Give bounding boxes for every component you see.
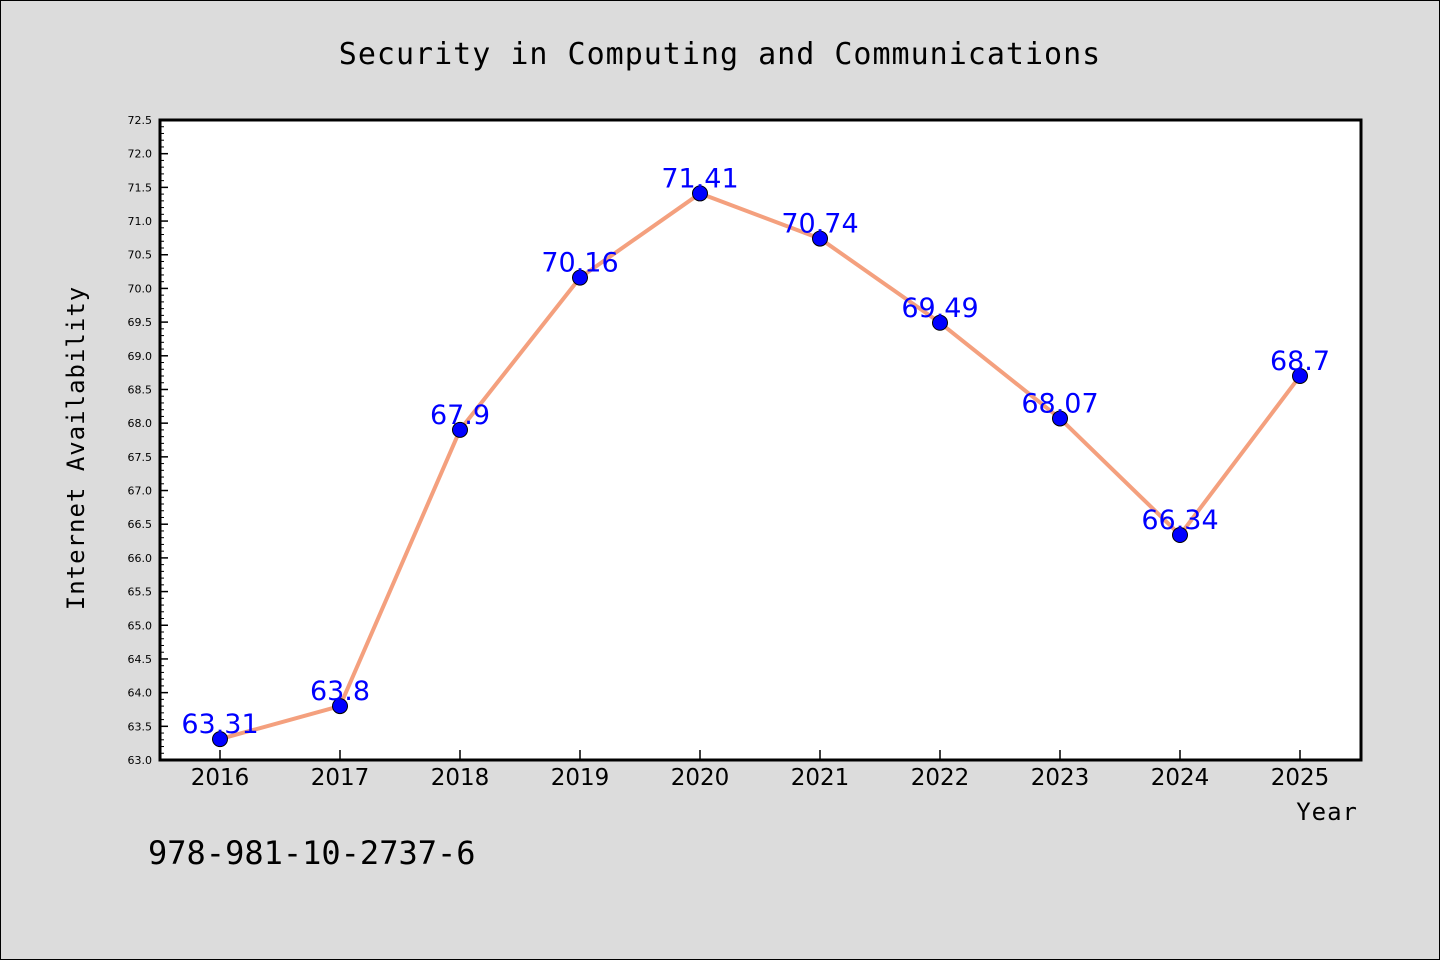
x-tick-label: 2024	[1151, 765, 1210, 791]
x-axis-ticks: 2016 2017 2018 2019 2020 2021 2022 2023 2024 2025	[191, 750, 1330, 791]
data-point	[1172, 526, 1188, 543]
plot-area	[158, 118, 1363, 762]
data-point	[572, 269, 588, 286]
data-label: 66.34	[1141, 505, 1218, 536]
y-tick-label: 66.0	[128, 552, 153, 565]
y-tick-label: 70.0	[128, 282, 153, 295]
data-label: 69.49	[901, 293, 978, 324]
y-tick-label: 68.5	[128, 383, 153, 396]
y-tick-label: 65.0	[128, 619, 153, 632]
data-point	[332, 698, 348, 715]
data-point	[932, 314, 948, 331]
y-tick-label: 72.5	[128, 114, 153, 127]
data-point	[212, 731, 228, 748]
x-axis-label: Year	[1296, 798, 1358, 826]
data-label: 70.16	[541, 248, 618, 279]
x-tick-label: 2023	[1031, 765, 1090, 791]
y-tick-label: 69.0	[128, 350, 153, 363]
x-tick-label: 2018	[431, 765, 490, 791]
y-tick-label: 67.0	[128, 485, 153, 498]
data-point	[452, 421, 468, 438]
y-tick-label: 66.5	[128, 518, 153, 531]
series-markers	[212, 185, 1308, 748]
y-tick-label: 68.0	[128, 417, 153, 430]
x-tick-label: 2019	[551, 765, 610, 791]
chart-title: Security in Computing and Communications	[339, 37, 1101, 72]
data-label: 63.8	[310, 676, 370, 707]
x-tick-label: 2025	[1271, 765, 1330, 791]
data-point	[692, 185, 708, 202]
series-line	[219, 191, 1302, 742]
data-label: 68.07	[1021, 388, 1098, 419]
y-axis-label: Internet Availability	[62, 286, 90, 610]
data-label: 63.31	[181, 709, 258, 740]
data-point	[1292, 368, 1308, 384]
x-tick-label: 2022	[911, 765, 970, 791]
data-label: 71.41	[661, 163, 738, 194]
y-tick-label: 70.5	[128, 249, 153, 262]
y-tick-label: 64.5	[128, 653, 153, 666]
x-tick-label: 2020	[671, 765, 730, 791]
y-tick-label: 71.5	[128, 181, 153, 194]
y-tick-label: 63.5	[128, 720, 153, 733]
data-point	[812, 230, 828, 247]
y-tick-label: 69.5	[128, 316, 153, 329]
x-tick-label: 2016	[191, 765, 250, 791]
data-point	[1052, 410, 1068, 427]
y-tick-label: 71.0	[128, 215, 153, 228]
x-tick-label: 2021	[791, 765, 850, 791]
y-tick-label: 67.5	[128, 451, 153, 464]
data-label: 68.7	[1270, 346, 1330, 377]
x-tick-label: 2017	[311, 765, 370, 791]
footnote: 978-981-10-2737-6	[148, 834, 476, 872]
y-tick-label: 63.0	[128, 754, 153, 767]
y-tick-label: 64.0	[128, 687, 153, 700]
data-label: 67.9	[430, 400, 490, 431]
data-labels: 63.31 63.8 67.9 70.16 71.41 70.74 69.49 68.07 66…	[181, 163, 1330, 740]
y-tick-label: 72.0	[128, 148, 153, 161]
y-axis-ticks: 63.0 63.5 64.0 64.5 65.0 65.5 66.0 66.5 67.0 67.5…	[128, 114, 168, 767]
data-label: 70.74	[781, 209, 858, 240]
y-tick-label: 65.5	[128, 586, 153, 599]
